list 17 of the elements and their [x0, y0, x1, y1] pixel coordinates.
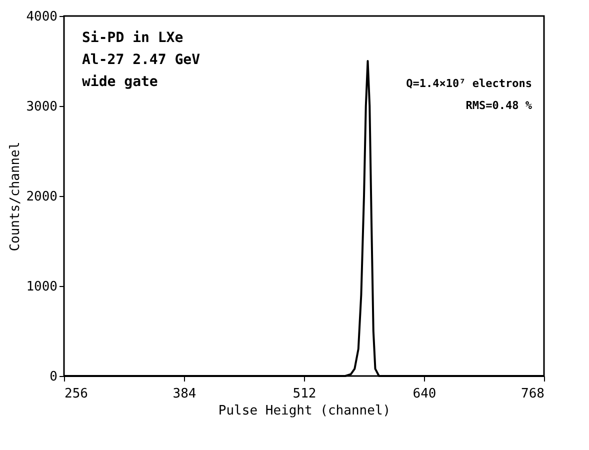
y-tick-label: 1000: [26, 280, 58, 294]
annotation: RMS=0.48 %: [466, 99, 532, 112]
x-tick-label: 256: [64, 386, 88, 402]
y-tick-label: 4000: [26, 10, 58, 24]
x-axis-title: Pulse Height (channel): [218, 404, 391, 418]
annotation: Al-27 2.47 GeV: [82, 52, 201, 68]
y-axis-title: Counts/channel: [8, 142, 24, 252]
x-tick-label: 512: [292, 386, 316, 402]
x-tick-label: 384: [172, 386, 196, 402]
annotation: Si-PD in LXe: [82, 30, 184, 46]
y-tick-label: 0: [50, 370, 58, 384]
x-tick-label: 768: [521, 386, 544, 402]
y-tick-label: 3000: [26, 100, 58, 114]
annotation: Q=1.4×10⁷ electrons: [406, 77, 532, 90]
annotation: wide gate: [82, 74, 158, 90]
y-tick-label: 2000: [26, 190, 58, 204]
x-tick-label: 640: [412, 386, 436, 402]
